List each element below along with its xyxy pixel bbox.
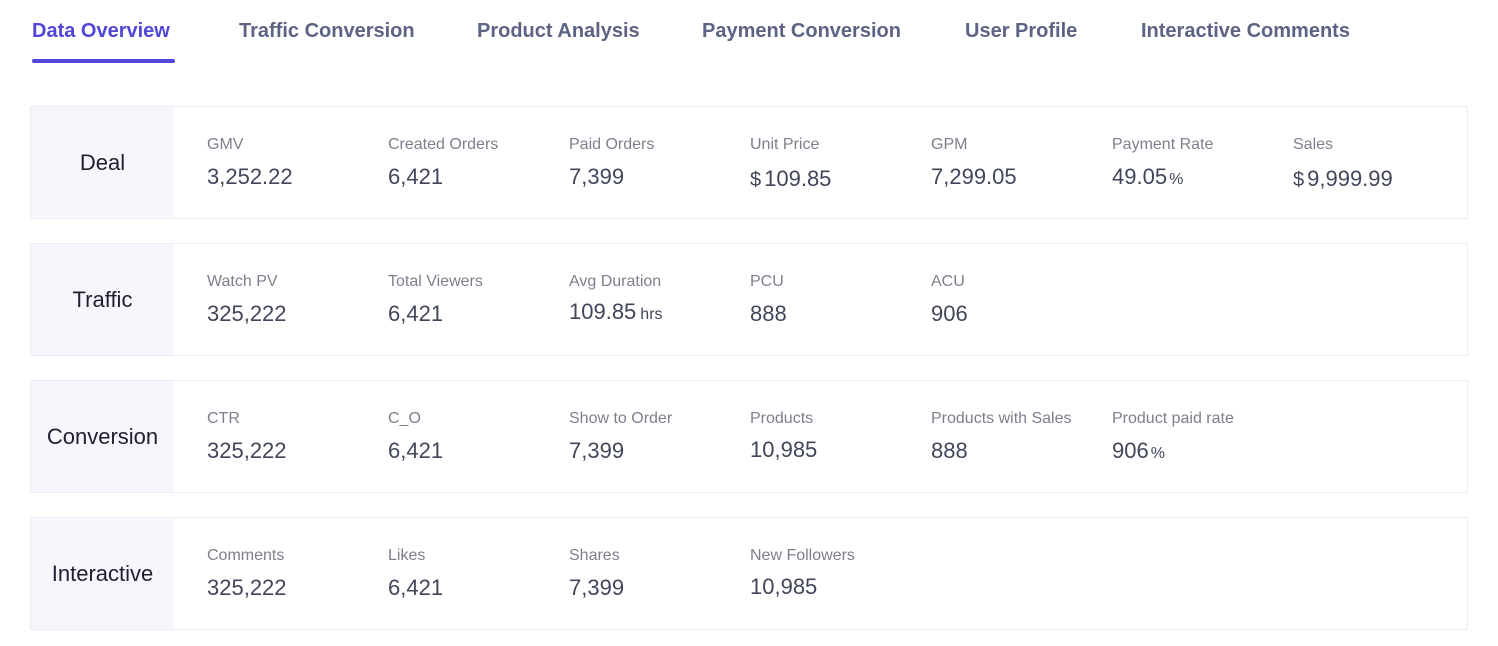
interactive-section-title: Interactive [31, 518, 174, 629]
metric-value: 906 [931, 301, 968, 326]
unit-suffix: hrs [640, 306, 663, 323]
metric-label: Shares [569, 547, 620, 564]
deal-card: Deal GMV 3,252.22 Created Orders 6,421 P… [30, 106, 1468, 219]
metric-label: Products with Sales [931, 410, 1072, 427]
conversion-section-title: Conversion [31, 381, 174, 492]
metric-c-o: C_O 6,421 [388, 381, 568, 492]
metric-likes: Likes 6,421 [388, 518, 568, 629]
metric-new-followers: New Followers 10,985 [750, 518, 930, 629]
metric-value: 325,222 [207, 438, 287, 463]
metric-label: Show to Order [569, 410, 673, 427]
metric-acu: ACU 906 [931, 244, 1111, 355]
metric-value: 7,399 [569, 438, 625, 463]
metric-watch-pv: Watch PV 325,222 [207, 244, 387, 355]
metric-pcu: PCU 888 [750, 244, 930, 355]
metric-label: Comments [207, 547, 285, 564]
metric-label: CTR [207, 410, 240, 427]
metric-value: 10,985 [750, 574, 818, 599]
metric-value: 7,399 [569, 164, 625, 189]
metric-label: C_O [388, 410, 421, 427]
metric-value: 325,222 [207, 575, 287, 600]
metric-label: Total Viewers [388, 273, 483, 290]
active-tab-indicator [32, 59, 175, 63]
tab-user-profile[interactable]: User Profile [965, 20, 1078, 42]
tab-data-overview[interactable]: Data Overview [32, 20, 170, 42]
metric-label: PCU [750, 273, 784, 290]
metric-label: Products [750, 410, 814, 427]
currency-prefix: $ [750, 169, 762, 191]
metric-value: 109.85 hrs [569, 299, 663, 324]
metric-avg-duration: Avg Duration 109.85 hrs [569, 244, 749, 355]
traffic-card: Traffic Watch PV 325,222 Total Viewers 6… [30, 243, 1468, 356]
traffic-section-title: Traffic [31, 244, 174, 355]
conversion-card: Conversion CTR 325,222 C_O 6,421 Show to… [30, 380, 1468, 493]
metric-label: Unit Price [750, 136, 820, 153]
metric-created-orders: Created Orders 6,421 [388, 107, 568, 218]
metric-product-paid-rate: Product paid rate 906% [1112, 381, 1292, 492]
metric-label: GPM [931, 136, 968, 153]
metric-label: Created Orders [388, 136, 499, 153]
metric-shares: Shares 7,399 [569, 518, 749, 629]
metric-total-viewers: Total Viewers 6,421 [388, 244, 568, 355]
metric-label: Payment Rate [1112, 136, 1214, 153]
unit-suffix: % [1150, 445, 1165, 462]
metric-products-with-sales: Products with Sales 888 [931, 381, 1111, 492]
metric-payment-rate: Payment Rate 49.05% [1112, 107, 1292, 218]
metric-sales: Sales $9,999.99 [1293, 107, 1473, 218]
metric-value: 10,985 [750, 437, 818, 462]
metric-value: 6,421 [388, 438, 444, 463]
tab-interactive-comments[interactable]: Interactive Comments [1141, 20, 1350, 42]
metric-comments: Comments 325,222 [207, 518, 387, 629]
metric-value: 6,421 [388, 575, 444, 600]
unit-suffix: % [1169, 171, 1184, 188]
metric-unit-price: Unit Price $109.85 [750, 107, 930, 218]
metric-value: $109.85 [750, 166, 832, 191]
metric-label: Likes [388, 547, 426, 564]
metric-value: 906% [1112, 438, 1165, 463]
metric-label: New Followers [750, 547, 855, 564]
metric-label: ACU [931, 273, 965, 290]
metric-value: 325,222 [207, 301, 287, 326]
currency-prefix: $ [1293, 169, 1305, 191]
deal-section-title: Deal [31, 107, 174, 218]
tab-payment-conversion[interactable]: Payment Conversion [702, 20, 901, 42]
metric-label: Product paid rate [1112, 410, 1234, 427]
metric-label: Sales [1293, 136, 1334, 153]
metric-value: 49.05% [1112, 164, 1184, 189]
tab-bar: Data Overview Traffic Conversion Product… [0, 0, 1498, 70]
metric-value: 888 [931, 438, 968, 463]
metric-gpm: GPM 7,299.05 [931, 107, 1111, 218]
metric-ctr: CTR 325,222 [207, 381, 387, 492]
interactive-card: Interactive Comments 325,222 Likes 6,421… [30, 517, 1468, 630]
metric-products: Products 10,985 [750, 381, 930, 492]
metric-value: 888 [750, 301, 787, 326]
metric-value: 3,252.22 [207, 164, 293, 189]
metric-label: Paid Orders [569, 136, 655, 153]
metric-gmv: GMV 3,252.22 [207, 107, 387, 218]
metric-value: 7,299.05 [931, 164, 1017, 189]
metric-label: Avg Duration [569, 273, 662, 290]
metric-value: 7,399 [569, 575, 625, 600]
metric-value: 6,421 [388, 301, 444, 326]
metric-value: 6,421 [388, 164, 444, 189]
tab-traffic-conversion[interactable]: Traffic Conversion [239, 20, 415, 42]
metric-value: $9,999.99 [1293, 166, 1393, 191]
tab-product-analysis[interactable]: Product Analysis [477, 20, 640, 42]
metric-show-to-order: Show to Order 7,399 [569, 381, 749, 492]
metric-label: GMV [207, 136, 244, 153]
metric-paid-orders: Paid Orders 7,399 [569, 107, 749, 218]
metric-label: Watch PV [207, 273, 278, 290]
